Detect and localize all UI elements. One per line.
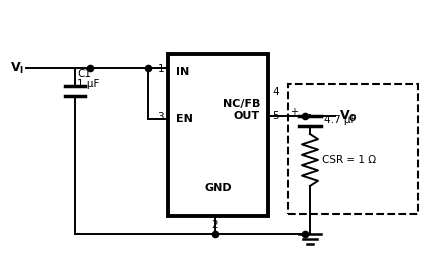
Text: 4: 4 [272, 87, 279, 97]
Text: 4.7 μF: 4.7 μF [324, 115, 356, 125]
Text: 1 μF: 1 μF [77, 79, 99, 89]
Text: IN: IN [176, 67, 189, 77]
Text: GND: GND [204, 183, 232, 193]
Text: EN: EN [176, 114, 193, 124]
Text: 1: 1 [157, 64, 164, 74]
Text: C1: C1 [77, 69, 91, 79]
Text: 2: 2 [212, 220, 218, 230]
Text: +: + [290, 107, 298, 117]
Bar [288, 84, 418, 214]
Text: $\mathbf{V_I}$: $\mathbf{V_I}$ [10, 60, 24, 76]
Text: CSR = 1 Ω: CSR = 1 Ω [322, 155, 376, 165]
Text: $\mathbf{V_O}$: $\mathbf{V_O}$ [339, 109, 358, 124]
Text: 3: 3 [157, 112, 164, 122]
Text: OUT: OUT [234, 111, 260, 121]
Text: 5: 5 [272, 111, 279, 121]
Bar [168, 54, 268, 216]
Text: NC/FB: NC/FB [223, 99, 260, 109]
